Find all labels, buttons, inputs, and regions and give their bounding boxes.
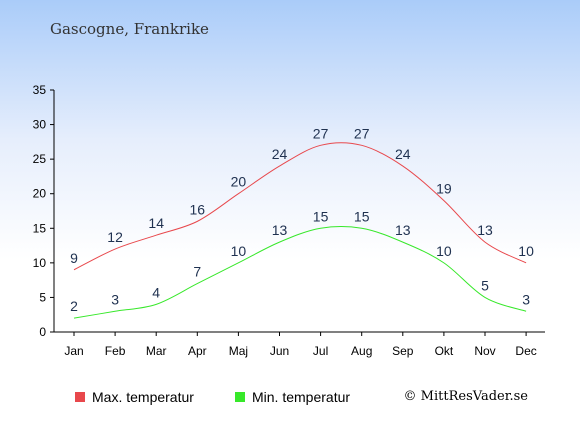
min-data-label: 15	[313, 208, 329, 224]
y-tick-label: 5	[39, 290, 46, 304]
max-data-label: 12	[107, 229, 123, 245]
min-data-label: 2	[70, 298, 78, 314]
max-data-label: 10	[518, 243, 534, 259]
max-data-label: 13	[477, 222, 493, 238]
max-temperature-line	[73, 142, 527, 271]
max-data-label: 19	[436, 181, 452, 197]
max-data-label: 16	[190, 201, 206, 217]
legend-item-min: Min. temperatur	[235, 389, 350, 405]
legend-swatch-max	[75, 392, 85, 402]
min-data-label: 7	[193, 264, 201, 280]
x-tick-label: Maj	[229, 344, 248, 358]
min-data-label: 13	[272, 222, 288, 238]
y-tick-label: 35	[33, 83, 47, 97]
max-data-label: 24	[272, 146, 288, 162]
legend-label-max: Max. temperatur	[92, 389, 194, 405]
x-tick-label: Nov	[474, 344, 495, 358]
min-data-label: 3	[111, 291, 119, 307]
y-tick-label: 25	[33, 152, 47, 166]
legend-item-max: Max. temperatur	[75, 389, 194, 405]
max-data-label: 9	[70, 250, 78, 266]
copyright-text: © MittResVader.se	[403, 389, 528, 404]
legend: Max. temperatur Min. temperatur © MittRe…	[0, 389, 580, 409]
y-tick-label: 0	[39, 325, 46, 339]
chart-subtitle: Gascogne, Frankrike	[50, 20, 209, 38]
min-data-label: 10	[231, 243, 247, 259]
max-data-label: 27	[354, 125, 370, 141]
legend-label-min: Min. temperatur	[252, 389, 351, 405]
x-tick-label: Jun	[270, 344, 289, 358]
max-data-label: 20	[231, 174, 247, 190]
min-data-label: 3	[522, 291, 530, 307]
min-data-label: 13	[395, 222, 411, 238]
y-tick-label: 20	[33, 187, 47, 201]
max-data-label: 27	[313, 125, 329, 141]
y-tick-label: 15	[33, 221, 47, 235]
min-data-label: 5	[481, 277, 489, 293]
y-tick-label: 10	[33, 256, 47, 270]
y-tick-label: 30	[33, 118, 47, 132]
legend-swatch-min	[235, 392, 245, 402]
min-data-label: 10	[436, 243, 452, 259]
x-tick-label: Apr	[188, 344, 207, 358]
x-tick-label: Aug	[351, 344, 372, 358]
max-data-label: 14	[148, 215, 164, 231]
x-tick-label: Dec	[515, 344, 536, 358]
x-tick-label: Jan	[64, 344, 83, 358]
min-temperature-line	[73, 226, 527, 319]
min-data-label: 4	[152, 284, 160, 300]
x-tick-label: Jul	[313, 344, 328, 358]
x-tick-label: Okt	[435, 344, 454, 358]
max-data-label: 24	[395, 146, 411, 162]
min-data-label: 15	[354, 208, 370, 224]
x-tick-label: Mar	[146, 344, 167, 358]
x-tick-label: Feb	[105, 344, 126, 358]
x-tick-label: Sep	[392, 344, 414, 358]
